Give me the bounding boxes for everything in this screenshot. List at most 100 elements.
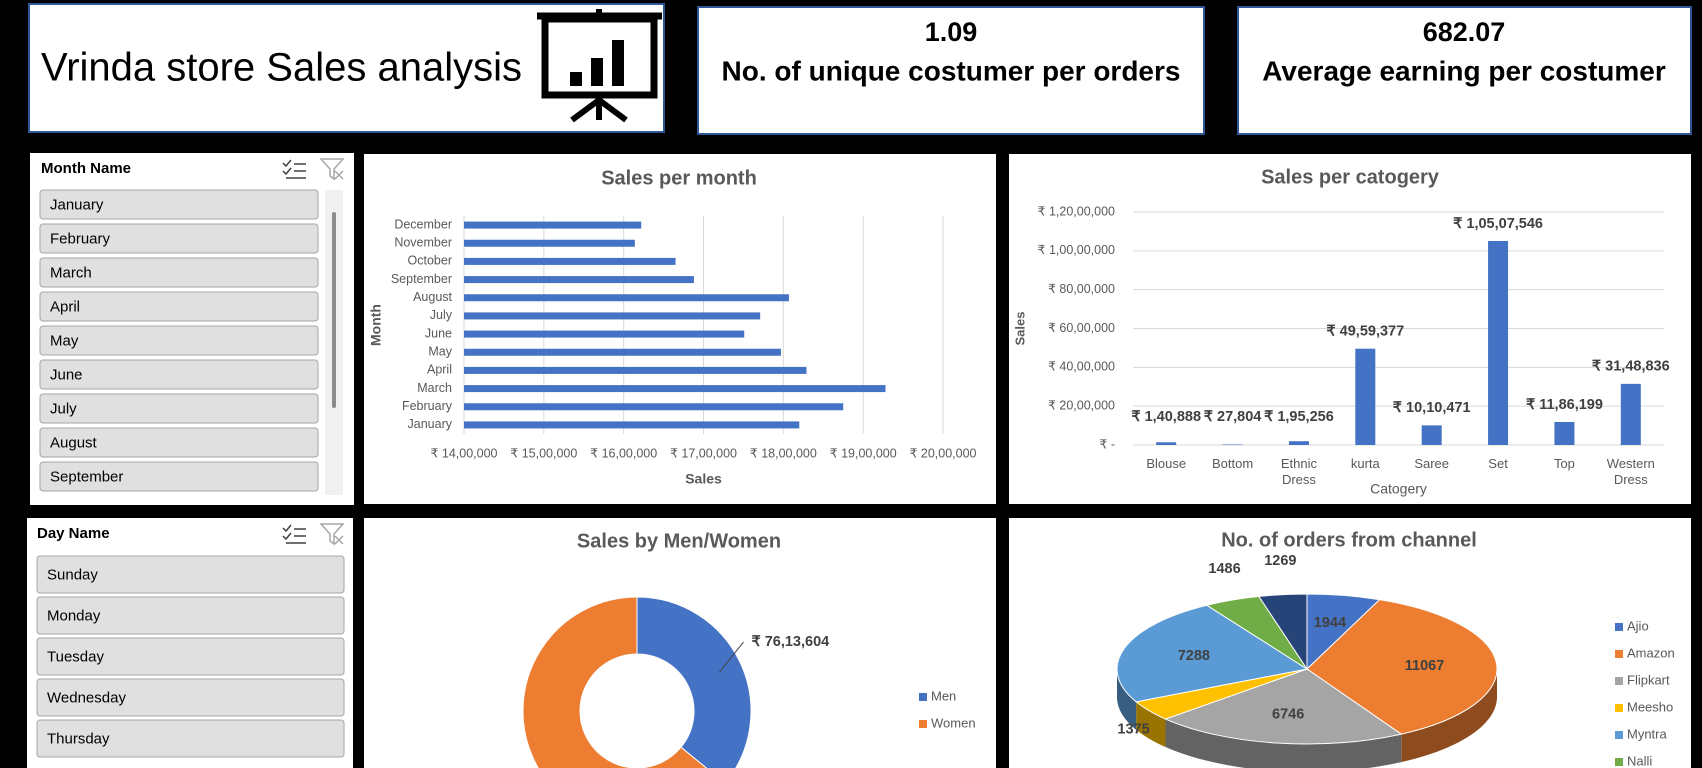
slicer-button[interactable] <box>39 461 319 492</box>
pie-slice-side <box>1401 669 1497 763</box>
bar <box>464 294 789 302</box>
bar <box>464 257 676 265</box>
bar <box>464 421 800 429</box>
x-tick-label: ₹ 20,00,000 <box>909 446 976 460</box>
data-label: ₹ 76,13,604 <box>751 634 829 650</box>
data-label: 1486 <box>1208 561 1240 577</box>
chart-title: No. of orders from channel <box>1221 529 1477 551</box>
legend-label: Meesho <box>1627 699 1673 714</box>
bar <box>1156 442 1177 445</box>
pie-slice-side <box>1136 701 1166 748</box>
bar <box>1421 425 1442 445</box>
bar <box>1288 441 1309 445</box>
slicer-button[interactable] <box>39 427 319 458</box>
slicer-button[interactable] <box>39 359 319 390</box>
slicer-item[interactable]: June <box>50 366 83 383</box>
dashboard-title: Vrinda store Sales analysis <box>41 46 522 90</box>
y-tick-label: ₹ 1,00,00,000 <box>1038 243 1116 257</box>
data-label: 6746 <box>1272 707 1304 723</box>
doughnut-slice <box>522 596 708 768</box>
slicer-button[interactable] <box>39 393 319 424</box>
slicer-item[interactable]: Wednesday <box>47 689 126 706</box>
clear-filter-icon <box>319 158 345 181</box>
x-tick-label: Bottom <box>1211 456 1254 471</box>
bar <box>464 348 781 356</box>
y-tick-label: October <box>408 254 452 268</box>
slicer-button[interactable] <box>39 257 319 288</box>
bar <box>464 221 642 229</box>
x-tick-label: ₹ 17,00,000 <box>670 446 737 460</box>
slicer-item[interactable]: May <box>50 332 79 349</box>
slicer-item[interactable]: Tuesday <box>47 648 104 665</box>
leader-line <box>719 641 744 673</box>
data-label: ₹ 10,10,471 <box>1393 400 1471 416</box>
slicer-button[interactable] <box>39 223 319 254</box>
data-label: 11067 <box>1405 658 1445 674</box>
slicer-button[interactable] <box>36 678 345 717</box>
bar <box>464 330 745 338</box>
chart-panel <box>364 154 996 504</box>
slicer-button[interactable] <box>39 189 319 220</box>
data-label: 1944 <box>1314 615 1346 631</box>
slicer-button[interactable] <box>36 637 345 676</box>
x-tick-label: Ethnic Dress <box>1280 456 1317 487</box>
data-label: ₹ 31,48,836 <box>1592 359 1670 375</box>
slicer-item[interactable]: Monday <box>47 607 101 624</box>
x-tick-label: ₹ 18,00,000 <box>750 446 817 460</box>
slicer-item[interactable]: Sunday <box>47 566 98 583</box>
bar <box>1355 348 1376 445</box>
slicer-button[interactable] <box>39 325 319 356</box>
legend-swatch <box>1615 731 1623 739</box>
slicer-item[interactable]: July <box>50 400 77 417</box>
data-label: ₹ 27,804 <box>1204 409 1262 425</box>
slicer-button[interactable] <box>36 719 345 758</box>
x-tick-label: ₹ 15,00,000 <box>510 446 577 460</box>
legend-label: Flipkart <box>1627 672 1670 687</box>
pie-slice <box>1116 604 1309 703</box>
presentation-icon <box>537 9 662 123</box>
slicer-item[interactable]: January <box>50 196 104 213</box>
slicer-item[interactable]: Thursday <box>47 730 110 747</box>
data-label: ₹ 49,59,377 <box>1326 324 1404 340</box>
bar <box>464 366 807 374</box>
y-tick-label: July <box>430 308 453 322</box>
slicer-button[interactable] <box>39 291 319 322</box>
clear-filter-icon <box>319 523 345 546</box>
pie-slice-side <box>1117 669 1137 730</box>
slicer-item[interactable]: September <box>50 468 123 485</box>
legend-swatch <box>1615 650 1623 658</box>
y-tick-label: ₹ 1,20,00,000 <box>1038 204 1116 218</box>
kpi-box <box>1237 6 1692 135</box>
slicer-button[interactable] <box>36 596 345 635</box>
slicer-button[interactable] <box>36 555 345 594</box>
data-label: ₹ 1,95,256 <box>1264 409 1334 425</box>
y-axis-title: Sales <box>1012 312 1027 346</box>
x-tick-label: Set <box>1488 456 1508 471</box>
kpi-value: 682.07 <box>1423 17 1506 47</box>
x-tick-label: Western Dress <box>1606 456 1655 487</box>
legend-label: Amazon <box>1627 645 1675 660</box>
bar <box>464 403 844 411</box>
kpi-label: Average earning per costumer <box>1262 55 1666 86</box>
x-axis-title: Sales <box>685 471 722 487</box>
legend-label: Women <box>931 715 976 730</box>
bar <box>464 312 761 320</box>
slicer-item[interactable]: February <box>50 230 111 247</box>
bar <box>1554 421 1575 445</box>
x-tick-label: ₹ 14,00,000 <box>430 446 497 460</box>
slicer-item[interactable]: August <box>50 434 98 451</box>
y-tick-label: November <box>394 236 452 250</box>
y-tick-label: ₹ 20,00,000 <box>1048 398 1115 412</box>
slicer-item[interactable]: April <box>50 298 80 315</box>
scroll-thumb <box>332 212 336 408</box>
x-tick-label: Saree <box>1414 456 1450 471</box>
slicer-item[interactable]: March <box>50 264 92 281</box>
legend-label: Ajio <box>1627 618 1649 633</box>
y-tick-label: January <box>408 417 453 431</box>
slicer-title: Month Name <box>41 160 131 177</box>
y-tick-label: ₹ - <box>1099 437 1115 451</box>
legend-swatch <box>1615 677 1623 685</box>
multi-select-icon <box>282 524 306 544</box>
pie-slice <box>1306 599 1498 735</box>
